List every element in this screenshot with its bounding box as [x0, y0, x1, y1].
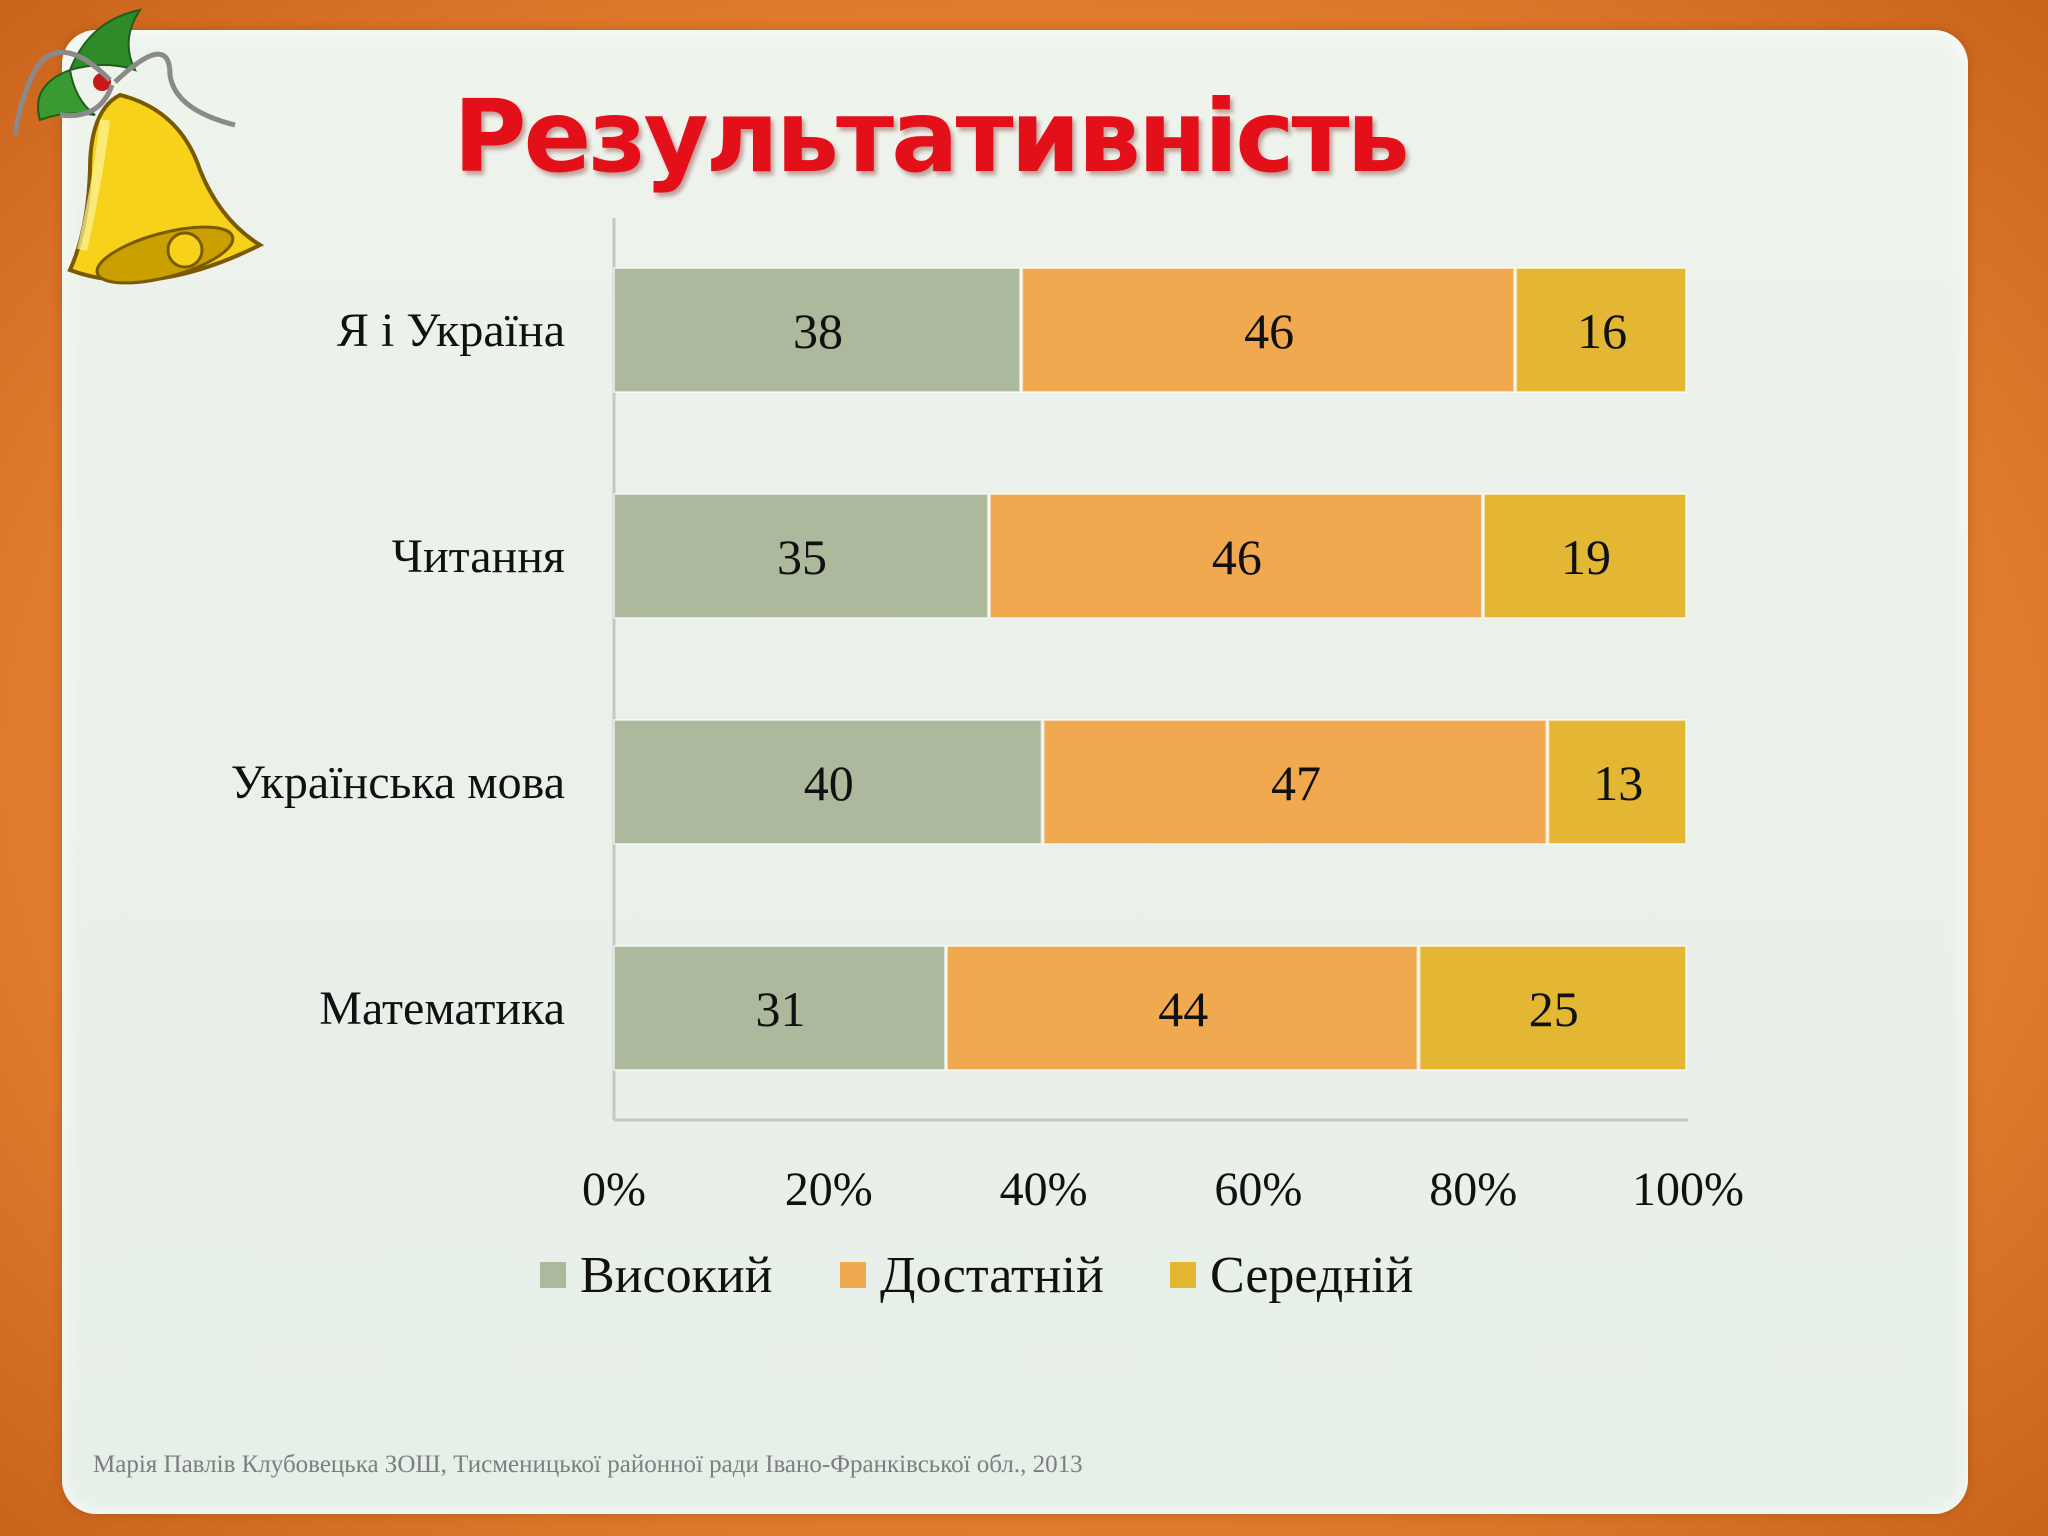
bar-segment — [1418, 945, 1687, 1071]
slide-title: Результативність — [453, 78, 1409, 195]
data-label: 46 — [1244, 303, 1294, 359]
x-tick-label: 20% — [785, 1163, 873, 1216]
bar-segment — [1547, 719, 1687, 845]
legend-label: Середній — [1210, 1247, 1413, 1304]
data-label: 46 — [1212, 529, 1262, 585]
bell-icon — [12, 8, 265, 285]
legend-swatch — [540, 1262, 566, 1288]
legend-swatch — [1170, 1262, 1196, 1288]
data-label: 38 — [793, 303, 843, 359]
legend-label: Високий — [580, 1247, 773, 1304]
bar-segment — [1482, 493, 1687, 619]
bar-segment — [1515, 267, 1688, 393]
bar-segment — [1042, 719, 1548, 845]
category-label: Я і Україна — [337, 304, 565, 357]
footer-text: Марія Павлів Клубовецька ЗОШ, Тисменицьк… — [93, 1451, 1083, 1478]
bar-segment — [945, 945, 1419, 1071]
bar-segment — [613, 493, 989, 619]
data-label: 13 — [1593, 755, 1643, 811]
data-label: 16 — [1577, 303, 1627, 359]
x-tick-label: 60% — [1214, 1163, 1302, 1216]
data-label: 40 — [804, 755, 854, 811]
category-label: Українська мова — [231, 756, 565, 809]
data-label: 44 — [1158, 981, 1208, 1037]
data-label: 19 — [1561, 529, 1611, 585]
x-tick-label: 100% — [1632, 1163, 1744, 1216]
x-tick-label: 40% — [1000, 1163, 1088, 1216]
category-label: Читання — [392, 530, 565, 583]
data-label: 47 — [1271, 755, 1321, 811]
bar-segment — [1021, 267, 1516, 393]
bar-segment — [988, 493, 1483, 619]
bar-segment — [613, 719, 1043, 845]
data-label: 25 — [1529, 981, 1579, 1037]
legend-label: Достатній — [880, 1247, 1104, 1304]
x-tick-label: 0% — [582, 1163, 646, 1216]
data-label: 35 — [777, 529, 827, 585]
x-tick-label: 80% — [1429, 1163, 1517, 1216]
category-label: Математика — [319, 982, 565, 1035]
bar-segment — [613, 945, 946, 1071]
legend-swatch — [840, 1262, 866, 1288]
bar-segment — [613, 267, 1022, 393]
data-label: 31 — [755, 981, 805, 1037]
ribbon — [12, 49, 236, 136]
holly-leaves — [37, 8, 143, 122]
